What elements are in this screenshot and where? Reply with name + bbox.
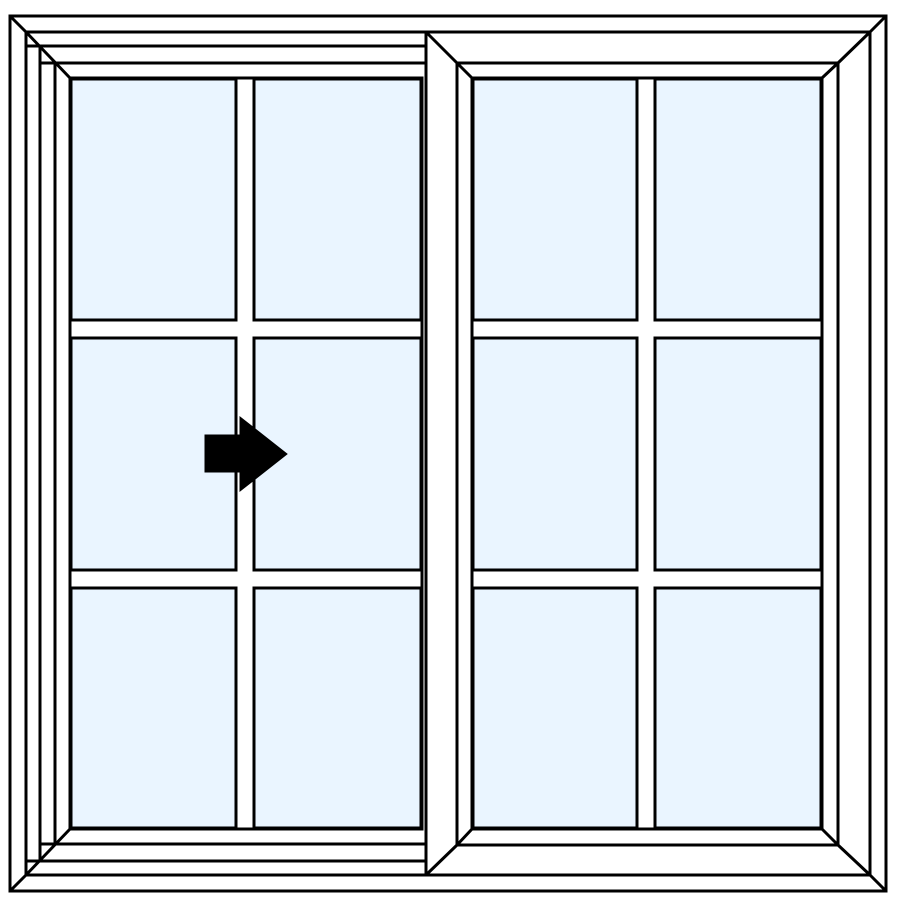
right-sash-inner-miter-tl <box>455 61 474 80</box>
left-sash-miter-bl <box>24 827 72 877</box>
right-glass-pane <box>653 77 823 322</box>
right-sash-miter-bl <box>424 843 459 877</box>
right-glass-pane <box>471 77 639 322</box>
right-sash <box>424 30 872 877</box>
right-sash-miter-tl <box>424 30 459 65</box>
right-sash-inner-miter-tr <box>820 61 840 80</box>
right-sash-miter-tr <box>836 30 872 65</box>
frame-miter-bottom-right <box>868 873 888 893</box>
right-sash-inner-miter-br <box>820 827 840 847</box>
right-glass-pane <box>471 586 639 830</box>
slide-right-arrow-icon <box>204 415 288 493</box>
right-glass-pane <box>653 586 823 830</box>
right-glass-pane <box>471 336 639 572</box>
right-sash-miter-br <box>836 843 872 877</box>
left-glass-pane <box>252 77 423 322</box>
frame-miter-top-left <box>8 14 28 34</box>
left-glass-pane <box>69 77 238 322</box>
frame-miter-bottom-left <box>8 873 28 893</box>
frame-miter-top-right <box>868 14 888 34</box>
left-glass-pane <box>69 586 238 830</box>
left-glass-pane <box>252 586 423 830</box>
right-sash-inner-miter-bl <box>455 827 474 847</box>
right-glass-pane <box>653 336 823 572</box>
right-sash-frame-middle <box>455 61 840 847</box>
left-sash-miter-tl <box>24 30 72 80</box>
